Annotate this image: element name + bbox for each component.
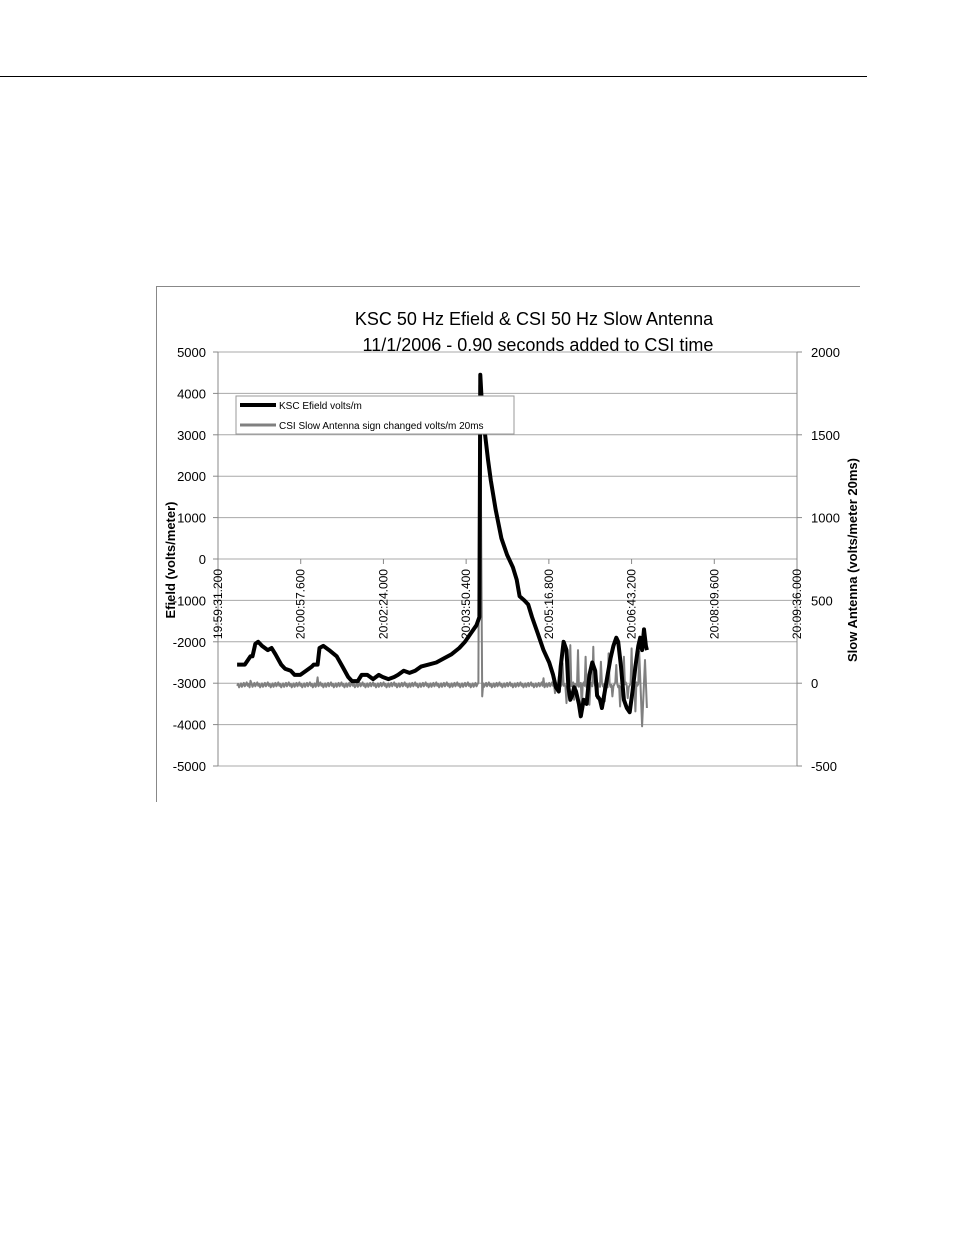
legend-label-ksc-efield: KSC Efield volts/m: [279, 401, 362, 412]
left-tick-label: -2000: [173, 635, 206, 650]
page-header-rule: [0, 76, 867, 77]
legend-box: [235, 395, 515, 435]
series-ksc-efield-line: [237, 372, 649, 719]
left-axis-ticks: 5000 4000 3000 2000 1000 0 -1000 -2000 -3000 -400…: [173, 345, 218, 774]
left-tick-label: 0: [199, 552, 206, 567]
legend-label-csi-slow-antenna: CSI Slow Antenna sign changed volts/m 20…: [279, 421, 484, 432]
x-tick-label: 20:02:24.000: [376, 569, 390, 639]
x-axis-ticks: 19:59:31.200 20:00:57.600 20:02:24.000 20:0…: [211, 559, 804, 639]
chart-frame: [156, 286, 860, 802]
x-tick-label: 20:08:09.600: [707, 569, 721, 639]
left-tick-label: 3000: [177, 428, 206, 443]
x-tick-label: 20:09:36.000: [790, 569, 804, 639]
left-tick-label: 4000: [177, 386, 206, 401]
right-tick-label: 0: [811, 676, 818, 691]
chart-frame-top-border: [156, 286, 860, 287]
left-tick-label: -3000: [173, 676, 206, 691]
x-tick-label: 20:00:57.600: [294, 569, 308, 639]
series-layer: [236, 372, 649, 728]
left-tick-label: -4000: [173, 718, 206, 733]
x-tick-label: 20:03:50.400: [459, 569, 473, 639]
chart-frame-left-border: [156, 286, 157, 802]
right-tick-label: 1000: [811, 511, 840, 526]
x-tick-label: 19:59:31.200: [211, 569, 225, 639]
right-tick-label: 2000: [811, 345, 840, 360]
chart-title-line2: 11/1/2006 - 0.90 seconds added to CSI ti…: [363, 335, 714, 355]
x-tick-label: 20:05:16.800: [542, 569, 556, 639]
left-tick-label: -5000: [173, 759, 206, 774]
left-tick-label: -1000: [173, 593, 206, 608]
right-axis-ticks: 2000 1500 1000 500 0 -500: [797, 345, 840, 774]
x-tick-label: 20:06:43.200: [625, 569, 639, 639]
right-tick-label: 500: [811, 593, 833, 608]
y-axis-left-label: Efield (volts/meter): [163, 501, 178, 618]
chart-title-line1: KSC 50 Hz Efield & CSI 50 Hz Slow Antenn…: [355, 309, 714, 329]
left-tick-label: 1000: [177, 511, 206, 526]
right-tick-label: 1500: [811, 428, 840, 443]
legend: KSC Efield volts/m CSI Slow Antenna sign…: [235, 395, 515, 435]
right-tick-label: -500: [811, 759, 837, 774]
left-tick-label: 5000: [177, 345, 206, 360]
y-axis-right-label: Slow Antenna (volts/meter 20ms): [845, 458, 860, 662]
left-tick-label: 2000: [177, 469, 206, 484]
